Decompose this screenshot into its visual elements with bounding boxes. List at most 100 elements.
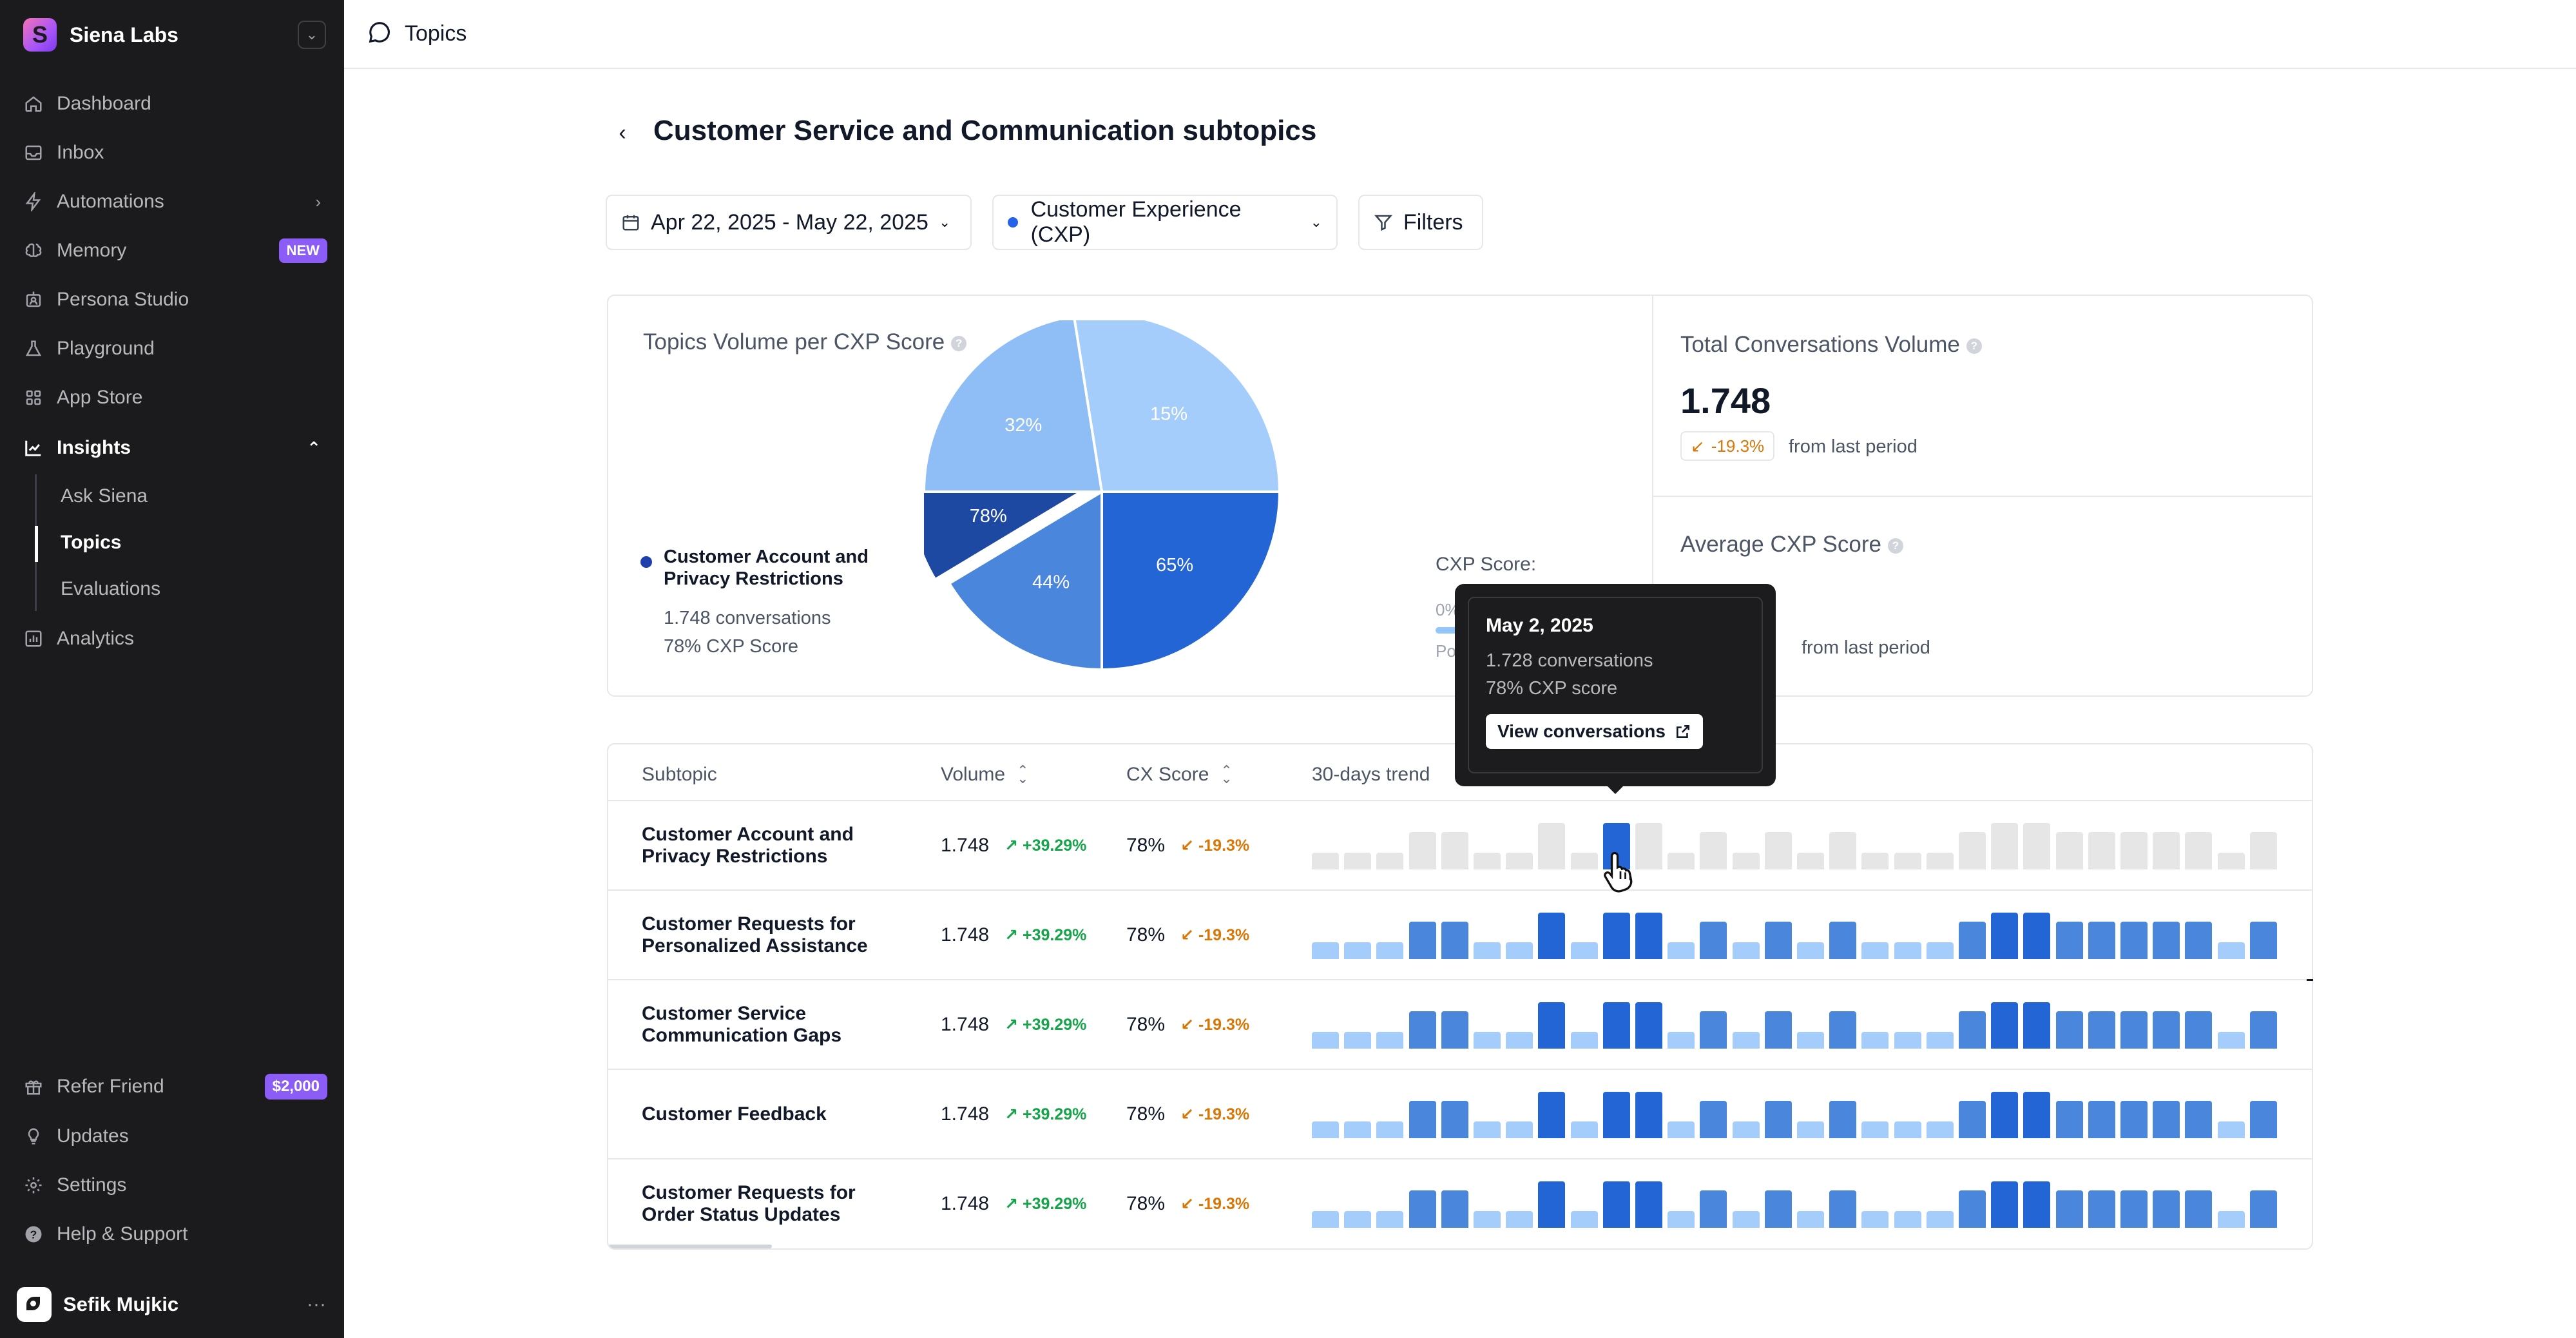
- trend-bar[interactable]: [1408, 832, 1436, 869]
- trend-bar[interactable]: [1376, 1121, 1404, 1138]
- trend-bar[interactable]: [1474, 1032, 1501, 1049]
- trend-bar[interactable]: [1959, 1011, 1986, 1049]
- subtopic-name[interactable]: Customer Account and Privacy Restriction…: [642, 823, 854, 867]
- trend-bar[interactable]: [1861, 1121, 1889, 1138]
- trend-bar[interactable]: [1829, 1011, 1857, 1049]
- info-icon[interactable]: ?: [1966, 338, 1982, 354]
- sidebar-item-dashboard[interactable]: Dashboard: [18, 84, 327, 123]
- trend-bar[interactable]: [1764, 1190, 1792, 1228]
- trend-bar[interactable]: [1376, 1211, 1404, 1228]
- trend-bar[interactable]: [1894, 1032, 1921, 1049]
- trend-bar[interactable]: [2217, 942, 2245, 959]
- trend-bar[interactable]: [1570, 1032, 1598, 1049]
- trend-bar[interactable]: [1408, 1101, 1436, 1138]
- trend-bar[interactable]: [1829, 1101, 1857, 1138]
- trend-bar[interactable]: [1700, 832, 1727, 869]
- trend-bar[interactable]: [1506, 942, 1533, 959]
- trend-bar[interactable]: [1312, 853, 1339, 869]
- trend-bar[interactable]: [1344, 1121, 1372, 1138]
- trend-bar[interactable]: [2088, 922, 2115, 959]
- trend-bar[interactable]: [1797, 853, 1824, 869]
- trend-bar[interactable]: [1376, 1032, 1404, 1049]
- sidebar-item-analytics[interactable]: Analytics: [18, 619, 327, 658]
- trend-bar[interactable]: [1894, 853, 1921, 869]
- metric-select[interactable]: Customer Experience (CXP) ⌄: [992, 195, 1338, 250]
- trend-bar[interactable]: [1506, 1032, 1533, 1049]
- trend-bar[interactable]: [1797, 1211, 1824, 1228]
- trend-sparkline[interactable]: [1312, 910, 2285, 959]
- trend-bar[interactable]: [1959, 922, 1986, 959]
- trend-sparkline[interactable]: [1312, 1089, 2285, 1138]
- trend-bar[interactable]: [1635, 1092, 1662, 1138]
- trend-bar[interactable]: [1474, 1211, 1501, 1228]
- trend-bar[interactable]: [2120, 922, 2148, 959]
- trend-bar[interactable]: [1926, 853, 1954, 869]
- trend-bar[interactable]: [1570, 853, 1598, 869]
- table-row[interactable]: Customer Feedback 1.748 ↗ +39.29% 78% ↙ -19.…: [608, 1070, 2312, 1159]
- trend-bar[interactable]: [1635, 823, 1662, 869]
- table-row[interactable]: Customer Account and Privacy Restriction…: [608, 801, 2312, 891]
- trend-bar[interactable]: [1668, 1121, 1695, 1138]
- trend-bar[interactable]: [2153, 922, 2180, 959]
- trend-bar[interactable]: [1991, 1181, 2019, 1228]
- trend-bar[interactable]: [1797, 1032, 1824, 1049]
- trend-bar[interactable]: [1538, 1181, 1566, 1228]
- pie-slice[interactable]: [947, 489, 1103, 672]
- trend-sparkline[interactable]: [1312, 1179, 2285, 1228]
- view-conversations-button[interactable]: View conversations: [1486, 714, 1703, 749]
- trend-bar[interactable]: [1602, 1181, 1630, 1228]
- trend-bar[interactable]: [1959, 832, 1986, 869]
- trend-bar[interactable]: [2249, 922, 2277, 959]
- trend-bar[interactable]: [1602, 1092, 1630, 1138]
- trend-bar[interactable]: [2185, 1101, 2213, 1138]
- trend-bar[interactable]: [2120, 1190, 2148, 1228]
- trend-bar[interactable]: [1700, 922, 1727, 959]
- trend-bar[interactable]: [1700, 1101, 1727, 1138]
- trend-bar[interactable]: [1861, 942, 1889, 959]
- trend-bar[interactable]: [1376, 853, 1404, 869]
- table-row[interactable]: Customer Requests for Order Status Updat…: [608, 1159, 2312, 1248]
- date-range-picker[interactable]: Apr 22, 2025 - May 22, 2025 ⌄: [606, 195, 972, 250]
- pie-chart[interactable]: 15% 65% 44% 78% 32%: [924, 320, 1311, 681]
- trend-bar[interactable]: [1829, 832, 1857, 869]
- trend-bar[interactable]: [1312, 1121, 1339, 1138]
- trend-bar[interactable]: [1538, 1092, 1566, 1138]
- trend-bar[interactable]: [2217, 853, 2245, 869]
- trend-bar[interactable]: [1570, 1121, 1598, 1138]
- trend-bar[interactable]: [1668, 1211, 1695, 1228]
- trend-bar[interactable]: [2185, 922, 2213, 959]
- trend-bar[interactable]: [1441, 1101, 1468, 1138]
- trend-bar[interactable]: [2153, 1190, 2180, 1228]
- trend-bar[interactable]: [1829, 1190, 1857, 1228]
- trend-bar[interactable]: [1926, 1121, 1954, 1138]
- trend-bar[interactable]: [1991, 1092, 2019, 1138]
- trend-bar[interactable]: [1861, 1211, 1889, 1228]
- sidebar-subitem-ask-siena[interactable]: Ask Siena: [61, 485, 148, 507]
- trend-bar[interactable]: [2023, 1092, 2051, 1138]
- sidebar-item-inbox[interactable]: Inbox: [18, 133, 327, 172]
- back-button[interactable]: ‹: [606, 116, 639, 150]
- trend-bar[interactable]: [1408, 1190, 1436, 1228]
- sort-icon[interactable]: ⌃ ⌄: [1017, 762, 1029, 786]
- trend-bar[interactable]: [1506, 1211, 1533, 1228]
- trend-bar[interactable]: [2023, 1002, 2051, 1049]
- sidebar-item-automations[interactable]: Automations ›: [18, 182, 327, 221]
- trend-bar[interactable]: [1408, 1011, 1436, 1049]
- trend-bar[interactable]: [2217, 1121, 2245, 1138]
- trend-bar[interactable]: [2055, 1011, 2083, 1049]
- info-icon[interactable]: ?: [951, 335, 967, 351]
- trend-bar[interactable]: [1441, 1190, 1468, 1228]
- trend-bar[interactable]: [1538, 913, 1566, 959]
- trend-bar[interactable]: [1312, 1032, 1339, 1049]
- trend-bar[interactable]: [1959, 1101, 1986, 1138]
- trend-bar[interactable]: [1991, 823, 2019, 869]
- trend-bar[interactable]: [2023, 913, 2051, 959]
- trend-bar[interactable]: [1797, 1121, 1824, 1138]
- pie-slice[interactable]: [1101, 490, 1282, 672]
- trend-bar[interactable]: [1700, 1190, 1727, 1228]
- trend-bar[interactable]: [2055, 922, 2083, 959]
- trend-bar[interactable]: [1732, 942, 1760, 959]
- trend-bar[interactable]: [1861, 853, 1889, 869]
- trend-bar[interactable]: [1506, 853, 1533, 869]
- trend-bar[interactable]: [1635, 1002, 1662, 1049]
